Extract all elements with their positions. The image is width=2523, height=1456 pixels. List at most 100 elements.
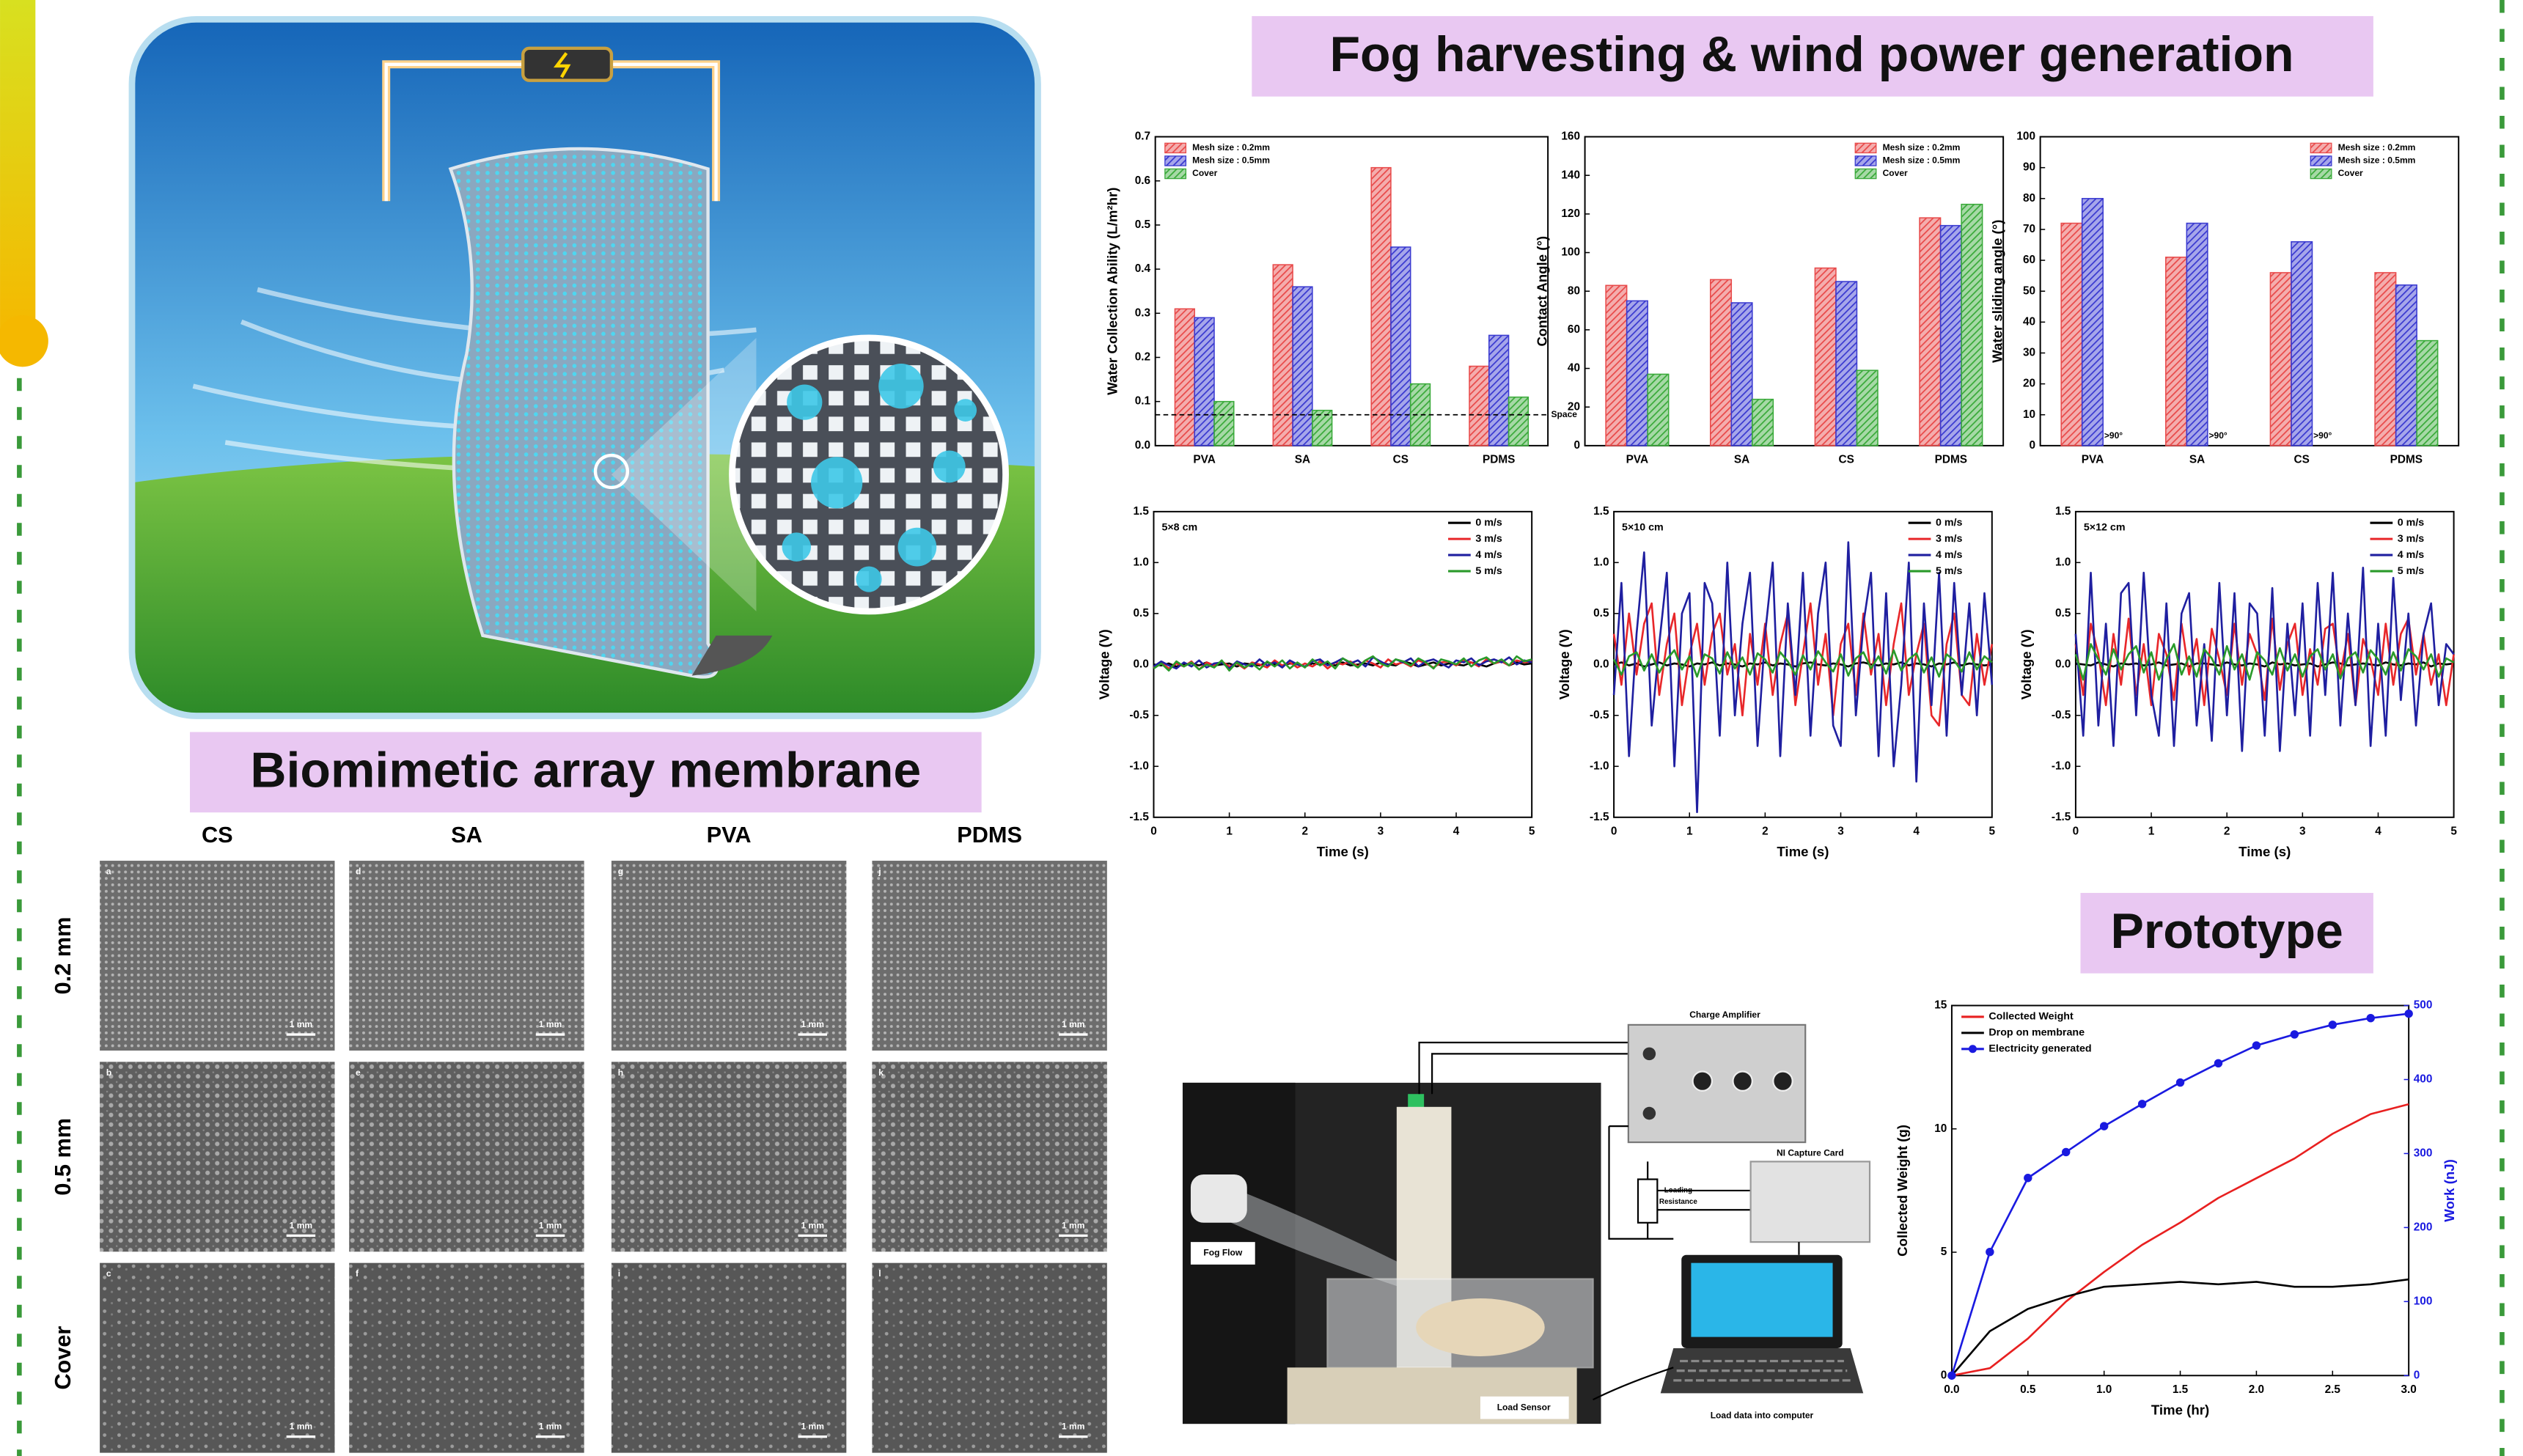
y-axis-title: Contact Angle (°) (1534, 236, 1549, 347)
deco-bar (0, 0, 35, 338)
panel-letter: a (106, 867, 111, 877)
y-tick-label: 1.5 (1593, 505, 1609, 518)
x-tick-label: PDMS (1935, 454, 1967, 466)
legend-marker (1969, 1045, 1977, 1053)
y-tick-label: 1.0 (1593, 556, 1609, 568)
bar (2061, 224, 2082, 446)
bar (2270, 273, 2291, 446)
legend-label: Mesh size : 0.5mm (1883, 155, 1961, 166)
scale-bar-label: 1 mm (290, 1422, 312, 1432)
y-tick-label: 0.0 (1134, 658, 1149, 670)
micrograph-grid: CSSAPVAPDMS0.2 mma1 mmd1 mmg1 mmj1 mm0.5… (50, 822, 1107, 1452)
y-axis-title: Voltage (V) (2019, 629, 2034, 699)
x-tick-label: PVA (1626, 454, 1648, 466)
y-tick-label: -1.5 (2052, 811, 2071, 823)
legend-label: Collected Weight (1988, 1011, 2074, 1023)
ni-card (1751, 1161, 1870, 1242)
x-tick-label: PDMS (1483, 454, 1515, 466)
y-tick-label: 400 (2414, 1073, 2433, 1086)
marker (2252, 1041, 2261, 1049)
marker (2138, 1100, 2146, 1108)
loading-resistance-label: Loading (1664, 1187, 1692, 1195)
y-tick-label: 0 (2414, 1369, 2420, 1381)
x-tick-label: 3.0 (2401, 1383, 2416, 1396)
y-tick-label: 80 (1568, 284, 1580, 297)
x-tick-label: 3 (2299, 826, 2306, 838)
y-tick-label: 20 (1568, 400, 1580, 413)
header: Biomimetic array membrane (250, 743, 921, 798)
x-tick-label: PVA (1193, 454, 1215, 466)
knob (1773, 1072, 1792, 1091)
x-tick-label: PVA (2082, 454, 2104, 466)
bar (1371, 168, 1391, 446)
y-tick-label: 500 (2414, 999, 2433, 1012)
annotation: >90° (2208, 430, 2227, 441)
x-tick-label: 0 (1611, 826, 1617, 838)
y-tick-label: 10 (1934, 1122, 1947, 1135)
legend-label: Mesh size : 0.5mm (2338, 155, 2416, 166)
y-tick-label: 0 (1573, 439, 1580, 452)
y-tick-label: 0.2 (1135, 351, 1150, 364)
y-tick-label: 1.5 (1134, 505, 1150, 518)
bar (2082, 199, 2104, 446)
bar (1509, 397, 1529, 446)
column-label: PVA (707, 822, 752, 848)
y-tick-label: 160 (1561, 130, 1580, 143)
y-tick-label: 70 (2023, 223, 2035, 235)
x-tick-label: 1 (1686, 826, 1693, 838)
marker (2404, 1010, 2412, 1018)
bar (1815, 268, 1836, 446)
panel-letter: g (618, 867, 623, 877)
bar (1312, 411, 1332, 446)
y-tick-label: 100 (2016, 130, 2035, 143)
bar (1273, 265, 1293, 446)
load-sensor-label: Load Sensor (1497, 1402, 1551, 1412)
annotation: >90° (2313, 430, 2332, 441)
marker (2062, 1148, 2070, 1156)
panel-letter: j (878, 867, 881, 877)
y-tick-label: 0.5 (1135, 218, 1151, 231)
y-tick-label: 80 (2023, 192, 2035, 205)
scale-bar-label: 1 mm (801, 1422, 823, 1432)
y-tick-label: 1.0 (1134, 556, 1149, 568)
legend-label: Mesh size : 0.2mm (1883, 142, 1961, 152)
legend-label: Cover (2338, 168, 2363, 178)
bar (2417, 341, 2438, 446)
legend-swatch (1855, 169, 1876, 178)
x-tick-label: 5 (1989, 826, 1996, 838)
x-tick-label: SA (2189, 454, 2205, 466)
legend-label: Cover (1883, 168, 1908, 178)
column-label: CS (202, 822, 233, 848)
legend-swatch (2310, 143, 2332, 152)
legend-label: Electricity generated (1988, 1043, 2091, 1055)
legend-swatch (1855, 143, 1876, 152)
x-tick-label: 0.5 (2020, 1383, 2036, 1396)
legend-label: 4 m/s (1936, 549, 1963, 561)
row-label: Cover (50, 1326, 76, 1390)
bar (1731, 303, 1752, 446)
bar (2396, 285, 2417, 446)
scale-bar-label: 1 mm (290, 1019, 312, 1029)
y-tick-label: -1.5 (1129, 811, 1149, 823)
y-tick-label: 40 (2023, 315, 2035, 328)
y-tick-label: 0.4 (1135, 262, 1151, 275)
x-tick-label: 5 (2450, 826, 2457, 838)
panel-label: 5×8 cm (1161, 522, 1197, 534)
ni-card-label: NI Capture Card (1777, 1148, 1844, 1158)
x-tick-label: 3 (1378, 826, 1384, 838)
bar (1606, 285, 1627, 446)
legend-label: Cover (1192, 168, 1217, 178)
panel-label: 5×12 cm (2084, 522, 2126, 534)
marker (2291, 1030, 2299, 1038)
x-tick-label: 4 (1453, 826, 1460, 838)
x-tick-label: 1.0 (2096, 1383, 2112, 1396)
x-tick-label: 0.0 (1944, 1383, 1959, 1396)
water (1416, 1298, 1545, 1356)
y-tick-label: 30 (2023, 347, 2035, 359)
y-tick-label: 140 (1561, 169, 1580, 181)
y-tick-label: 90 (2023, 161, 2035, 174)
y-tick-label: 0 (1941, 1369, 1947, 1381)
bar (1489, 335, 1509, 445)
x-tick-label: 3 (1837, 826, 1844, 838)
legend-label: 0 m/s (1936, 517, 1963, 529)
